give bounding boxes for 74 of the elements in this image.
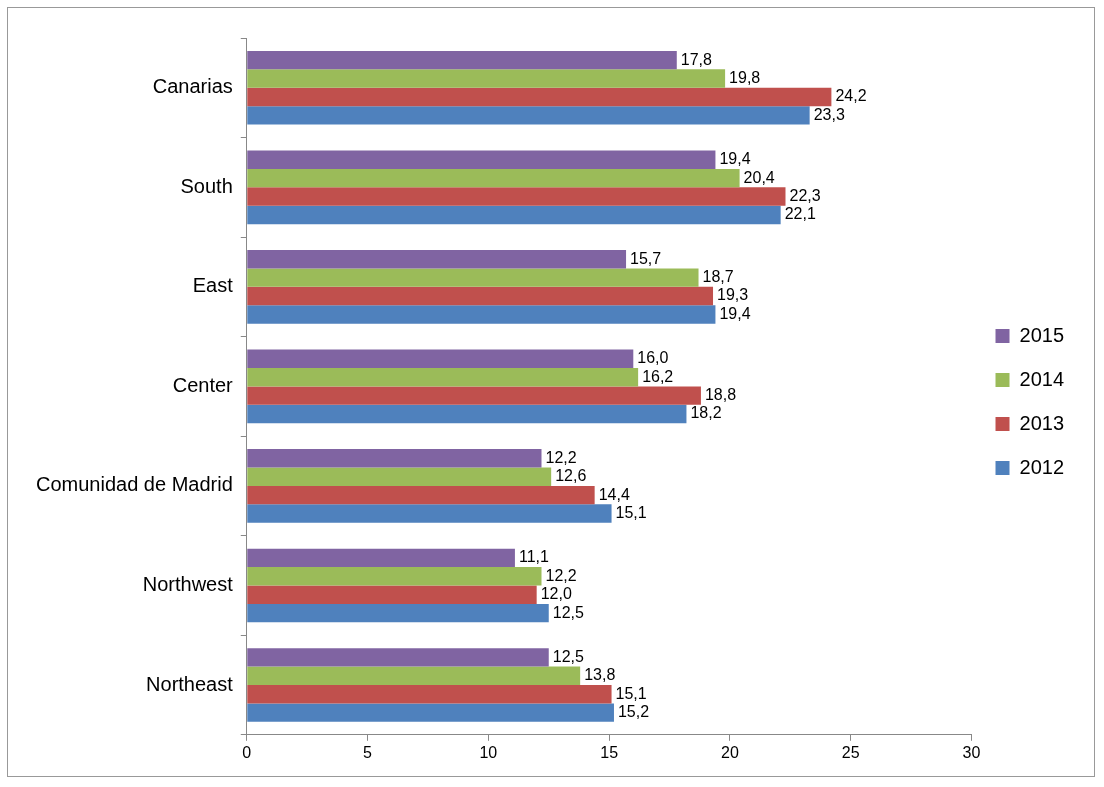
bar — [247, 205, 781, 225]
data-label: 18,2 — [690, 404, 722, 422]
y-tick-label: South — [180, 174, 233, 197]
legend-label: 2013 — [1019, 411, 1065, 434]
data-label: 12,5 — [552, 603, 584, 621]
bar — [247, 69, 726, 88]
bar — [247, 386, 701, 405]
bar — [247, 106, 810, 125]
bar — [247, 585, 537, 604]
bar — [247, 603, 549, 623]
data-label: 16,0 — [637, 349, 669, 367]
bar — [247, 485, 595, 505]
x-tick-label: 0 — [242, 743, 252, 761]
y-tick-label: Center — [172, 373, 234, 396]
bar — [247, 349, 634, 368]
bar — [247, 367, 639, 387]
y-tick-label: Northeast — [146, 672, 234, 695]
bar — [247, 449, 542, 468]
data-label: 20,4 — [743, 168, 775, 186]
bar — [247, 504, 612, 523]
x-tick-label: 10 — [479, 743, 498, 761]
data-label: 12,5 — [552, 647, 584, 665]
data-label: 15,1 — [615, 684, 647, 702]
data-label: 15,2 — [617, 703, 650, 721]
bar — [247, 703, 614, 722]
data-label: 22,3 — [789, 186, 821, 204]
bar — [247, 404, 687, 424]
bar — [247, 548, 515, 568]
x-tick-label: 20 — [721, 743, 739, 761]
bar — [247, 666, 581, 686]
y-tick-label: Comunidad de Madrid — [36, 473, 233, 496]
data-label: 22,1 — [784, 205, 816, 223]
data-label: 19,4 — [719, 150, 751, 168]
bar — [247, 305, 716, 324]
bar — [247, 268, 699, 287]
bar — [247, 187, 786, 206]
legend-label: 2015 — [1019, 323, 1065, 346]
y-tick-label: Canarias — [152, 75, 233, 98]
data-label: 23,3 — [813, 105, 845, 123]
x-tick-label: 5 — [363, 743, 373, 761]
data-label: 19,4 — [719, 304, 751, 322]
bar — [247, 168, 740, 188]
bar — [247, 286, 714, 306]
bar — [247, 87, 832, 107]
y-tick-label: East — [192, 274, 234, 297]
data-label: 17,8 — [680, 50, 713, 68]
bar — [247, 250, 627, 269]
y-tick-label: Northwest — [142, 573, 234, 595]
bar — [247, 648, 549, 667]
data-label: 15,1 — [615, 503, 647, 521]
x-tick-label: 30 — [962, 743, 981, 761]
data-label: 12,2 — [545, 448, 577, 466]
x-tick-label: 15 — [600, 743, 619, 761]
data-label: 16,2 — [642, 367, 674, 385]
data-label: 14,4 — [598, 485, 630, 503]
data-label: 18,8 — [704, 386, 737, 404]
bar — [247, 150, 716, 169]
data-label: 15,7 — [630, 249, 662, 267]
bar — [247, 467, 552, 486]
legend-label: 2012 — [1019, 455, 1065, 478]
bar — [247, 685, 612, 704]
data-label: 24,2 — [835, 87, 867, 105]
data-label: 18,7 — [702, 268, 734, 286]
legend-label: 2014 — [1019, 367, 1065, 390]
bar — [247, 50, 677, 70]
bar — [247, 567, 542, 586]
data-label: 11,1 — [518, 548, 549, 566]
data-label: 12,2 — [545, 566, 577, 584]
data-label: 13,8 — [584, 666, 616, 684]
data-label: 19,3 — [717, 286, 749, 304]
data-label: 12,0 — [540, 585, 572, 603]
data-label: 12,6 — [555, 467, 587, 485]
data-label: 19,8 — [729, 68, 761, 86]
x-tick-label: 25 — [841, 743, 860, 761]
